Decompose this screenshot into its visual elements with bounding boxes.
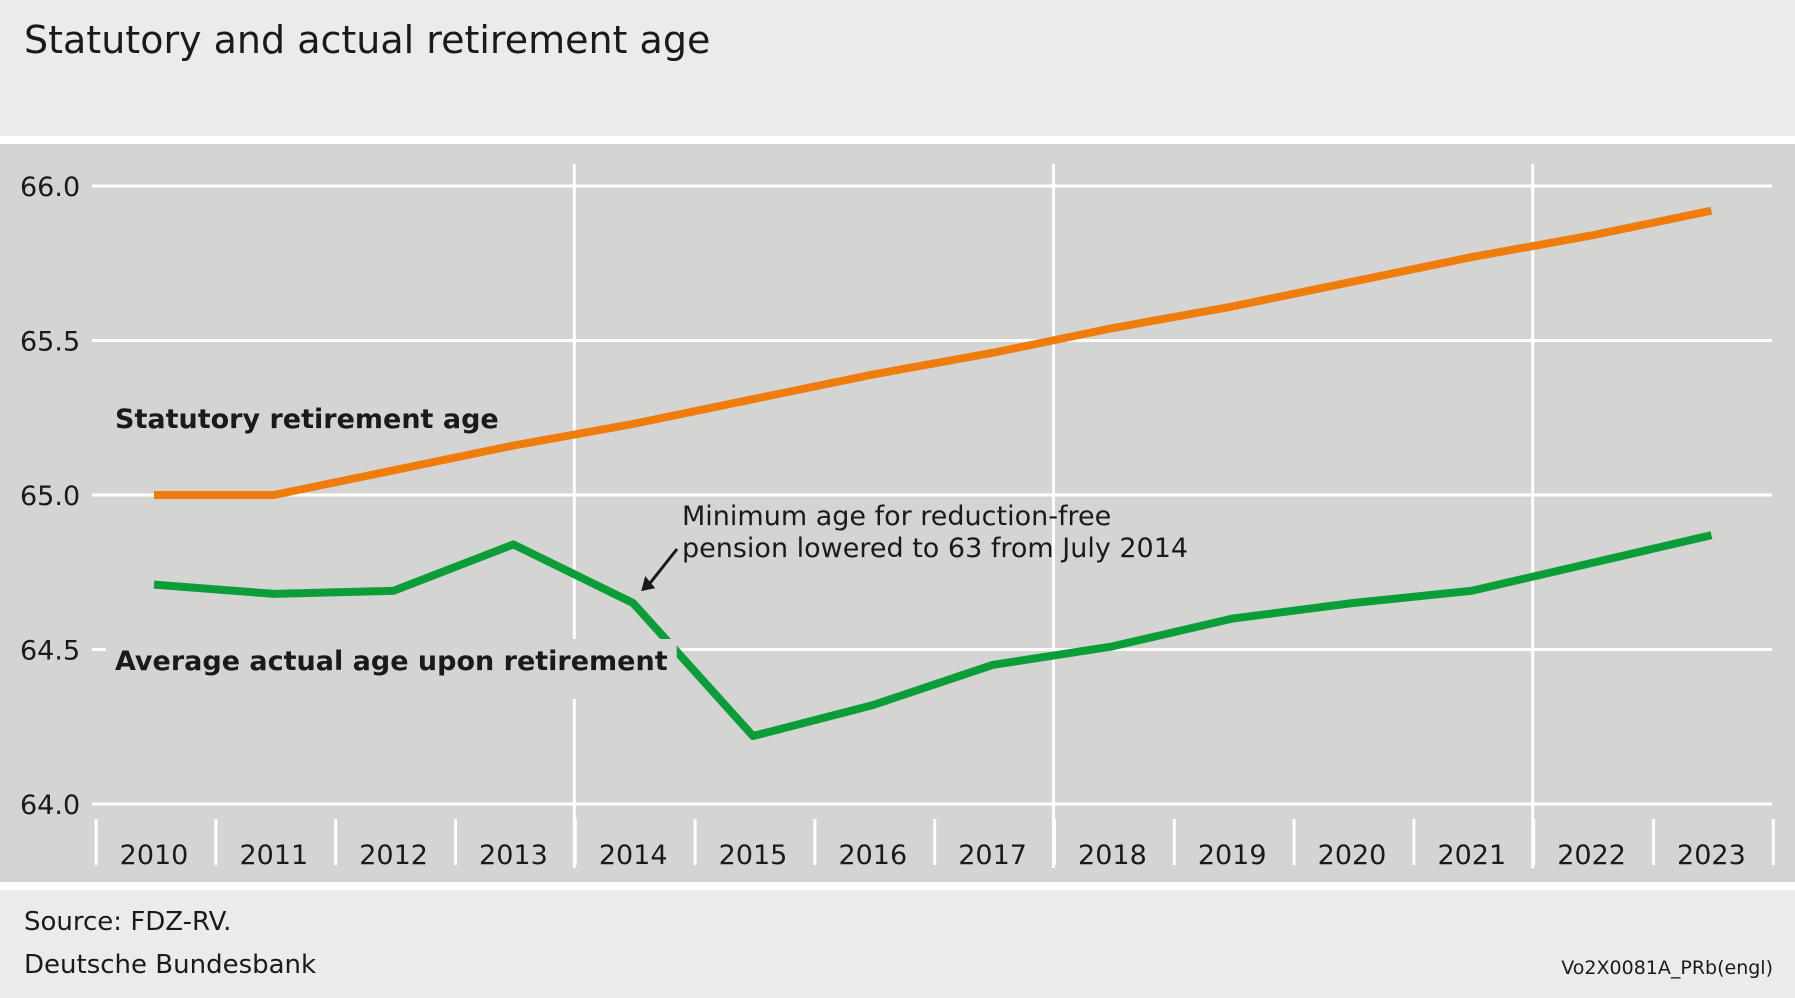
x-tick-label: 2019	[1198, 840, 1267, 871]
x-tick-label: 2015	[719, 840, 788, 871]
data-point	[989, 661, 997, 669]
publisher-note: Deutsche Bundesbank	[24, 950, 317, 980]
data-point	[390, 466, 398, 474]
label-layer: Statutory retirement age Average actual a…	[106, 404, 1188, 699]
data-point	[1108, 642, 1116, 650]
x-tick-label: 2022	[1557, 840, 1626, 871]
series-line-statutory	[154, 206, 1713, 499]
data-point	[989, 349, 997, 357]
x-tick-label: 2016	[838, 840, 907, 871]
annotation-arrowhead	[641, 576, 656, 592]
x-tick-label: 2013	[479, 840, 548, 871]
chart-title: Statutory and actual retirement age	[24, 18, 711, 62]
data-point	[270, 590, 278, 598]
data-point	[509, 540, 517, 548]
data-point	[1707, 531, 1715, 539]
series-layer	[150, 206, 1715, 741]
series-line-actual	[153, 531, 1713, 741]
annotation-line-1: Minimum age for reduction-free	[682, 501, 1111, 532]
data-point	[1348, 278, 1356, 286]
x-tick-label: 2018	[1078, 840, 1147, 871]
series-label-statutory: Statutory retirement age	[115, 404, 499, 435]
data-point	[1588, 231, 1596, 239]
data-point	[749, 395, 757, 403]
data-point	[1468, 587, 1476, 595]
data-point	[509, 442, 517, 450]
bottom-separator	[0, 882, 1795, 890]
chart-plot: 64.0 64.5 65.0 65.5 66.0 2010 2011 2012 2013 2014…	[20, 164, 1775, 871]
x-tick-label: 2011	[239, 840, 308, 871]
y-tick-label: 66.0	[20, 172, 80, 203]
data-point	[150, 491, 158, 499]
axis-layer: 64.0 64.5 65.0 65.5 66.0 2010 2011 2012 2013 2014…	[20, 172, 1775, 871]
top-separator	[0, 136, 1795, 144]
x-tick-label: 2021	[1437, 840, 1506, 871]
data-point	[629, 599, 637, 607]
data-point	[1228, 615, 1236, 623]
data-point	[869, 701, 877, 709]
data-point	[1588, 559, 1596, 567]
data-point	[390, 587, 398, 595]
y-tick-label: 64.5	[20, 636, 80, 667]
y-tick-label: 65.0	[20, 481, 80, 512]
annotation-line-2: pension lowered to 63 from July 2014	[682, 533, 1188, 564]
data-point	[1348, 599, 1356, 607]
annotation-arrow-line	[648, 548, 679, 586]
data-point	[629, 420, 637, 428]
x-tick-label: 2014	[599, 840, 668, 871]
data-point	[1468, 253, 1476, 261]
x-tick-label: 2023	[1677, 840, 1746, 871]
source-note: Source: FDZ-RV.	[24, 907, 232, 937]
data-point	[749, 732, 757, 740]
data-point	[869, 370, 877, 378]
data-point	[150, 581, 158, 589]
chart-code: Vo2X0081A_PRb(engl)	[1561, 957, 1773, 979]
x-tick-label: 2012	[359, 840, 428, 871]
y-tick-label: 64.0	[20, 790, 80, 821]
data-point	[270, 491, 278, 499]
x-tick-label: 2020	[1318, 840, 1387, 871]
data-point	[1108, 324, 1116, 332]
series-label-actual: Average actual age upon retirement	[115, 646, 668, 677]
x-tick-label: 2017	[958, 840, 1027, 871]
data-point	[1228, 303, 1236, 311]
x-tick-label: 2010	[120, 840, 189, 871]
series-label-background	[106, 639, 677, 699]
y-tick-label: 65.5	[20, 327, 80, 358]
chart-panel: 64.0 64.5 65.0 65.5 66.0 2010 2011 2012 2013 2014…	[0, 144, 1795, 882]
data-point	[1707, 207, 1715, 215]
